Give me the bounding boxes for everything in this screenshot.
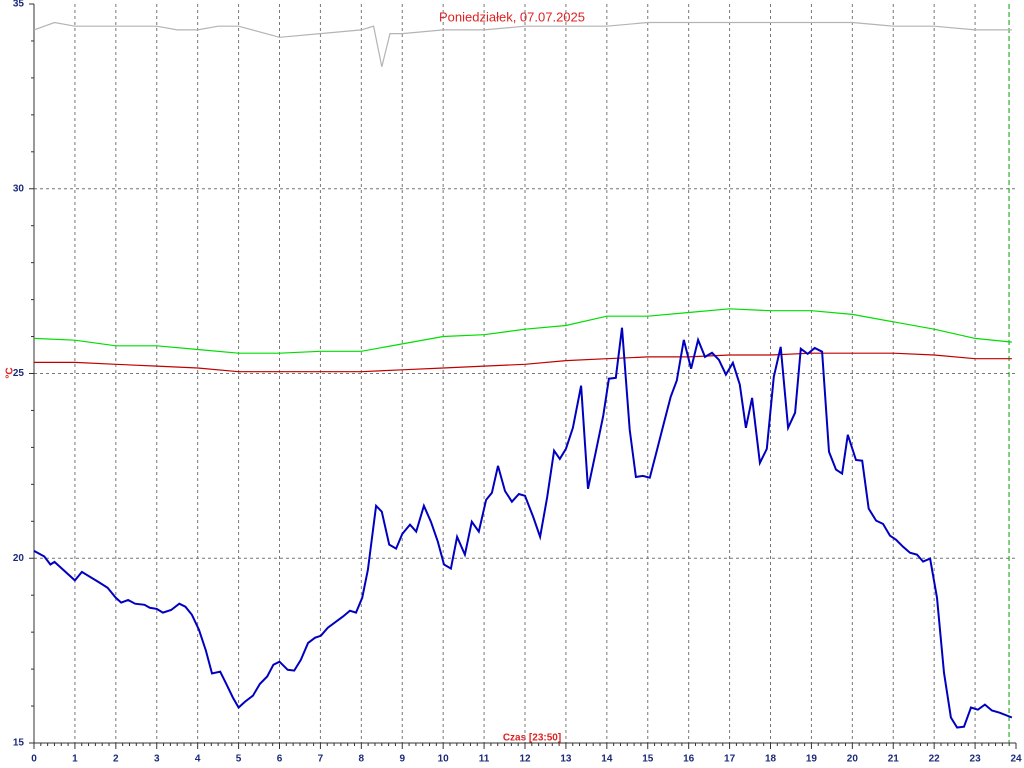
x-tick-label: 5 (236, 754, 242, 765)
series-line (33, 308, 1012, 354)
x-tick-label: 8 (359, 754, 365, 765)
y-tick-label: 30 (13, 183, 25, 194)
x-tick-label: 6 (277, 754, 283, 765)
y-tick-label: 35 (13, 0, 25, 10)
x-tick-label: 20 (847, 754, 859, 765)
x-axis-label: Czas [23:50] (503, 733, 561, 744)
y-tick-label: 25 (13, 368, 25, 379)
series-line (33, 21, 1012, 67)
y-tick-label: 20 (13, 553, 25, 564)
x-tick-label: 19 (806, 754, 818, 765)
x-tick-label: 23 (970, 754, 982, 765)
x-tick-label: 18 (765, 754, 777, 765)
chart-title: Poniedziałek, 07.07.2025 (439, 9, 585, 24)
x-tick-label: 14 (601, 754, 613, 765)
x-tick-label: 15 (642, 754, 654, 765)
x-tick-label: 16 (683, 754, 695, 765)
x-tick-label: 12 (519, 754, 531, 765)
y-tick-label: 15 (13, 738, 25, 749)
x-tick-label: 2 (113, 754, 119, 765)
x-tick-label: 7 (318, 754, 324, 765)
x-tick-label: 3 (154, 754, 160, 765)
series-line (34, 352, 1012, 373)
x-tick-label: 9 (399, 754, 405, 765)
x-tick-label: 17 (724, 754, 736, 765)
y-axis-label: °C (5, 367, 16, 378)
series-line (33, 327, 1013, 729)
x-tick-label: 22 (929, 754, 941, 765)
x-tick-label: 1 (72, 754, 78, 765)
x-tick-label: 21 (888, 754, 900, 765)
x-tick-label: 4 (195, 754, 201, 765)
x-tick-label: 11 (479, 754, 490, 765)
x-tick-label: 0 (31, 754, 37, 765)
x-tick-label: 10 (438, 754, 450, 765)
x-tick-label: 24 (1010, 754, 1022, 765)
x-tick-label: 13 (560, 754, 572, 765)
